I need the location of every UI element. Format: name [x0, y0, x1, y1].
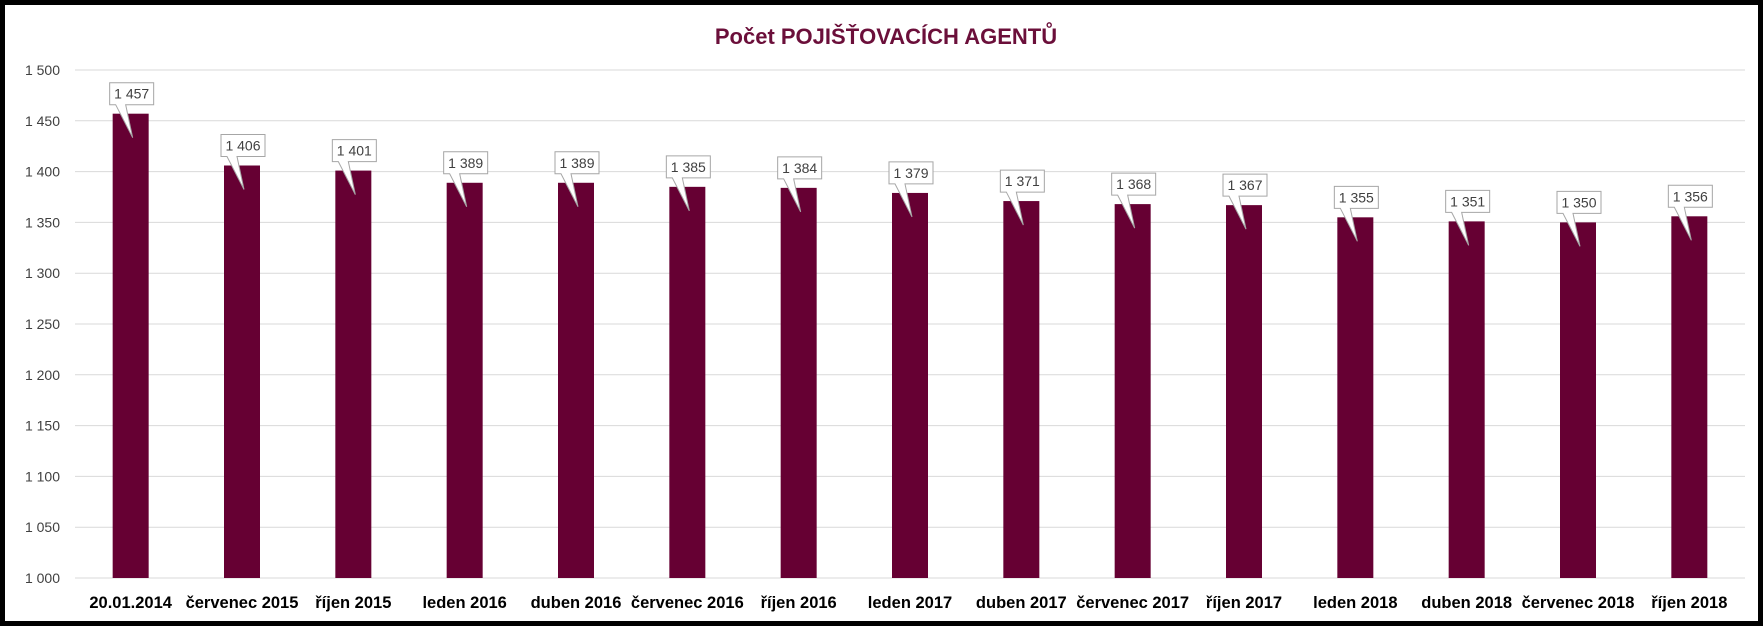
- data-label-text: 1 389: [559, 155, 594, 171]
- bar: [1114, 204, 1151, 578]
- bar: [669, 186, 706, 578]
- bar: [335, 170, 372, 579]
- x-tick-label: říjen 2017: [1206, 594, 1282, 612]
- data-label-text: 1 384: [782, 160, 817, 176]
- x-tick-label: říjen 2016: [761, 594, 837, 612]
- data-label: 1 389: [443, 151, 489, 208]
- chart-title: Počet POJIŠŤOVACÍCH AGENTŮ: [715, 21, 1057, 49]
- data-label-callout: [888, 161, 934, 218]
- y-tick-label: 1 200: [25, 367, 60, 383]
- data-label: 1 385: [665, 155, 711, 212]
- data-label: 1 356: [1667, 184, 1713, 241]
- data-label: 1 457: [109, 82, 155, 138]
- bar: [1671, 216, 1708, 578]
- data-label: 1 350: [1556, 190, 1602, 247]
- y-tick-label: 1 250: [25, 316, 60, 332]
- bar: [1226, 205, 1262, 579]
- data-label-text: 1 385: [671, 159, 706, 175]
- x-tick-label: duben 2016: [531, 594, 622, 612]
- bar: [446, 182, 483, 578]
- data-label-text: 1 379: [893, 165, 928, 181]
- data-label: 1 371: [999, 169, 1045, 226]
- bars: [112, 113, 1708, 579]
- x-tick-label: červenec 2017: [1076, 594, 1189, 612]
- bar: [892, 192, 928, 578]
- x-tick-label: leden 2016: [422, 594, 506, 612]
- data-label-callout: [220, 134, 266, 190]
- data-label-callout: [443, 151, 489, 208]
- bar: [1337, 217, 1374, 578]
- data-label-callout: [109, 82, 155, 138]
- bar-chart: Počet POJIŠŤOVACÍCH AGENTŮ 1 000 1 050 1 1…: [25, 21, 1745, 612]
- x-axis-ticks: 20.01.2014 červenec 2015 říjen 2015 leden 2…: [89, 594, 1727, 612]
- data-label: 1 355: [1333, 185, 1379, 242]
- data-label-text: 1 356: [1673, 188, 1708, 204]
- data-label-text: 1 457: [114, 86, 149, 102]
- x-tick-label: leden 2017: [868, 594, 952, 612]
- bar: [558, 182, 594, 578]
- data-label-text: 1 351: [1450, 193, 1485, 209]
- data-label-text: 1 389: [448, 155, 483, 171]
- data-label: 1 379: [888, 161, 934, 218]
- data-label: 1 389: [554, 151, 600, 208]
- data-label: 1 401: [331, 139, 377, 195]
- data-label: 1 351: [1445, 189, 1491, 246]
- data-label-callout: [1667, 184, 1713, 241]
- bar: [1448, 221, 1485, 578]
- data-label: 1 368: [1111, 172, 1157, 229]
- data-labels: 1 457 1 406 1 401 1 389 1 389 1 385 1 384 1 379…: [109, 82, 1713, 247]
- bar: [1560, 222, 1596, 578]
- data-label-text: 1 367: [1227, 177, 1262, 193]
- y-tick-label: 1 450: [25, 113, 60, 129]
- data-label-callout: [777, 156, 823, 213]
- data-label-text: 1 371: [1005, 173, 1040, 189]
- data-label-text: 1 406: [225, 138, 260, 154]
- data-label-text: 1 355: [1339, 189, 1374, 205]
- data-label-callout: [1445, 189, 1491, 246]
- data-label-callout: [999, 169, 1045, 226]
- x-tick-label: červenec 2015: [186, 594, 299, 612]
- y-tick-label: 1 100: [25, 468, 60, 484]
- y-tick-label: 1 350: [25, 214, 60, 230]
- data-label: 1 406: [220, 134, 266, 190]
- data-label-text: 1 368: [1116, 176, 1151, 192]
- data-label-callout: [1333, 185, 1379, 242]
- data-label-callout: [1222, 173, 1268, 230]
- data-label-callout: [665, 155, 711, 212]
- x-tick-label: 20.01.2014: [89, 594, 172, 612]
- data-label-callout: [331, 139, 377, 195]
- data-label-callout: [1556, 190, 1602, 247]
- x-tick-label: říjen 2015: [315, 594, 391, 612]
- x-tick-label: červenec 2018: [1522, 594, 1635, 612]
- x-tick-label: červenec 2016: [631, 594, 744, 612]
- y-tick-label: 1 500: [25, 62, 60, 78]
- y-axis-ticks: 1 000 1 050 1 100 1 150 1 200 1 250 1 300 1 350…: [25, 62, 60, 586]
- x-tick-label: duben 2017: [976, 594, 1067, 612]
- data-label: 1 367: [1222, 173, 1268, 230]
- x-tick-label: leden 2018: [1313, 594, 1397, 612]
- data-label-text: 1 350: [1561, 194, 1596, 210]
- data-label-callout: [554, 151, 600, 208]
- y-tick-label: 1 300: [25, 265, 60, 281]
- y-tick-label: 1 050: [25, 519, 60, 535]
- bar: [780, 187, 817, 578]
- bar: [224, 165, 260, 578]
- data-label: 1 384: [777, 156, 823, 213]
- x-tick-label: duben 2018: [1421, 594, 1512, 612]
- y-tick-label: 1 000: [25, 570, 60, 586]
- data-label-text: 1 401: [337, 143, 372, 159]
- y-tick-label: 1 400: [25, 164, 60, 180]
- data-label-callout: [1111, 172, 1157, 229]
- x-tick-label: říjen 2018: [1651, 594, 1727, 612]
- y-tick-label: 1 150: [25, 418, 60, 434]
- bar: [112, 113, 149, 579]
- bar: [1003, 201, 1040, 578]
